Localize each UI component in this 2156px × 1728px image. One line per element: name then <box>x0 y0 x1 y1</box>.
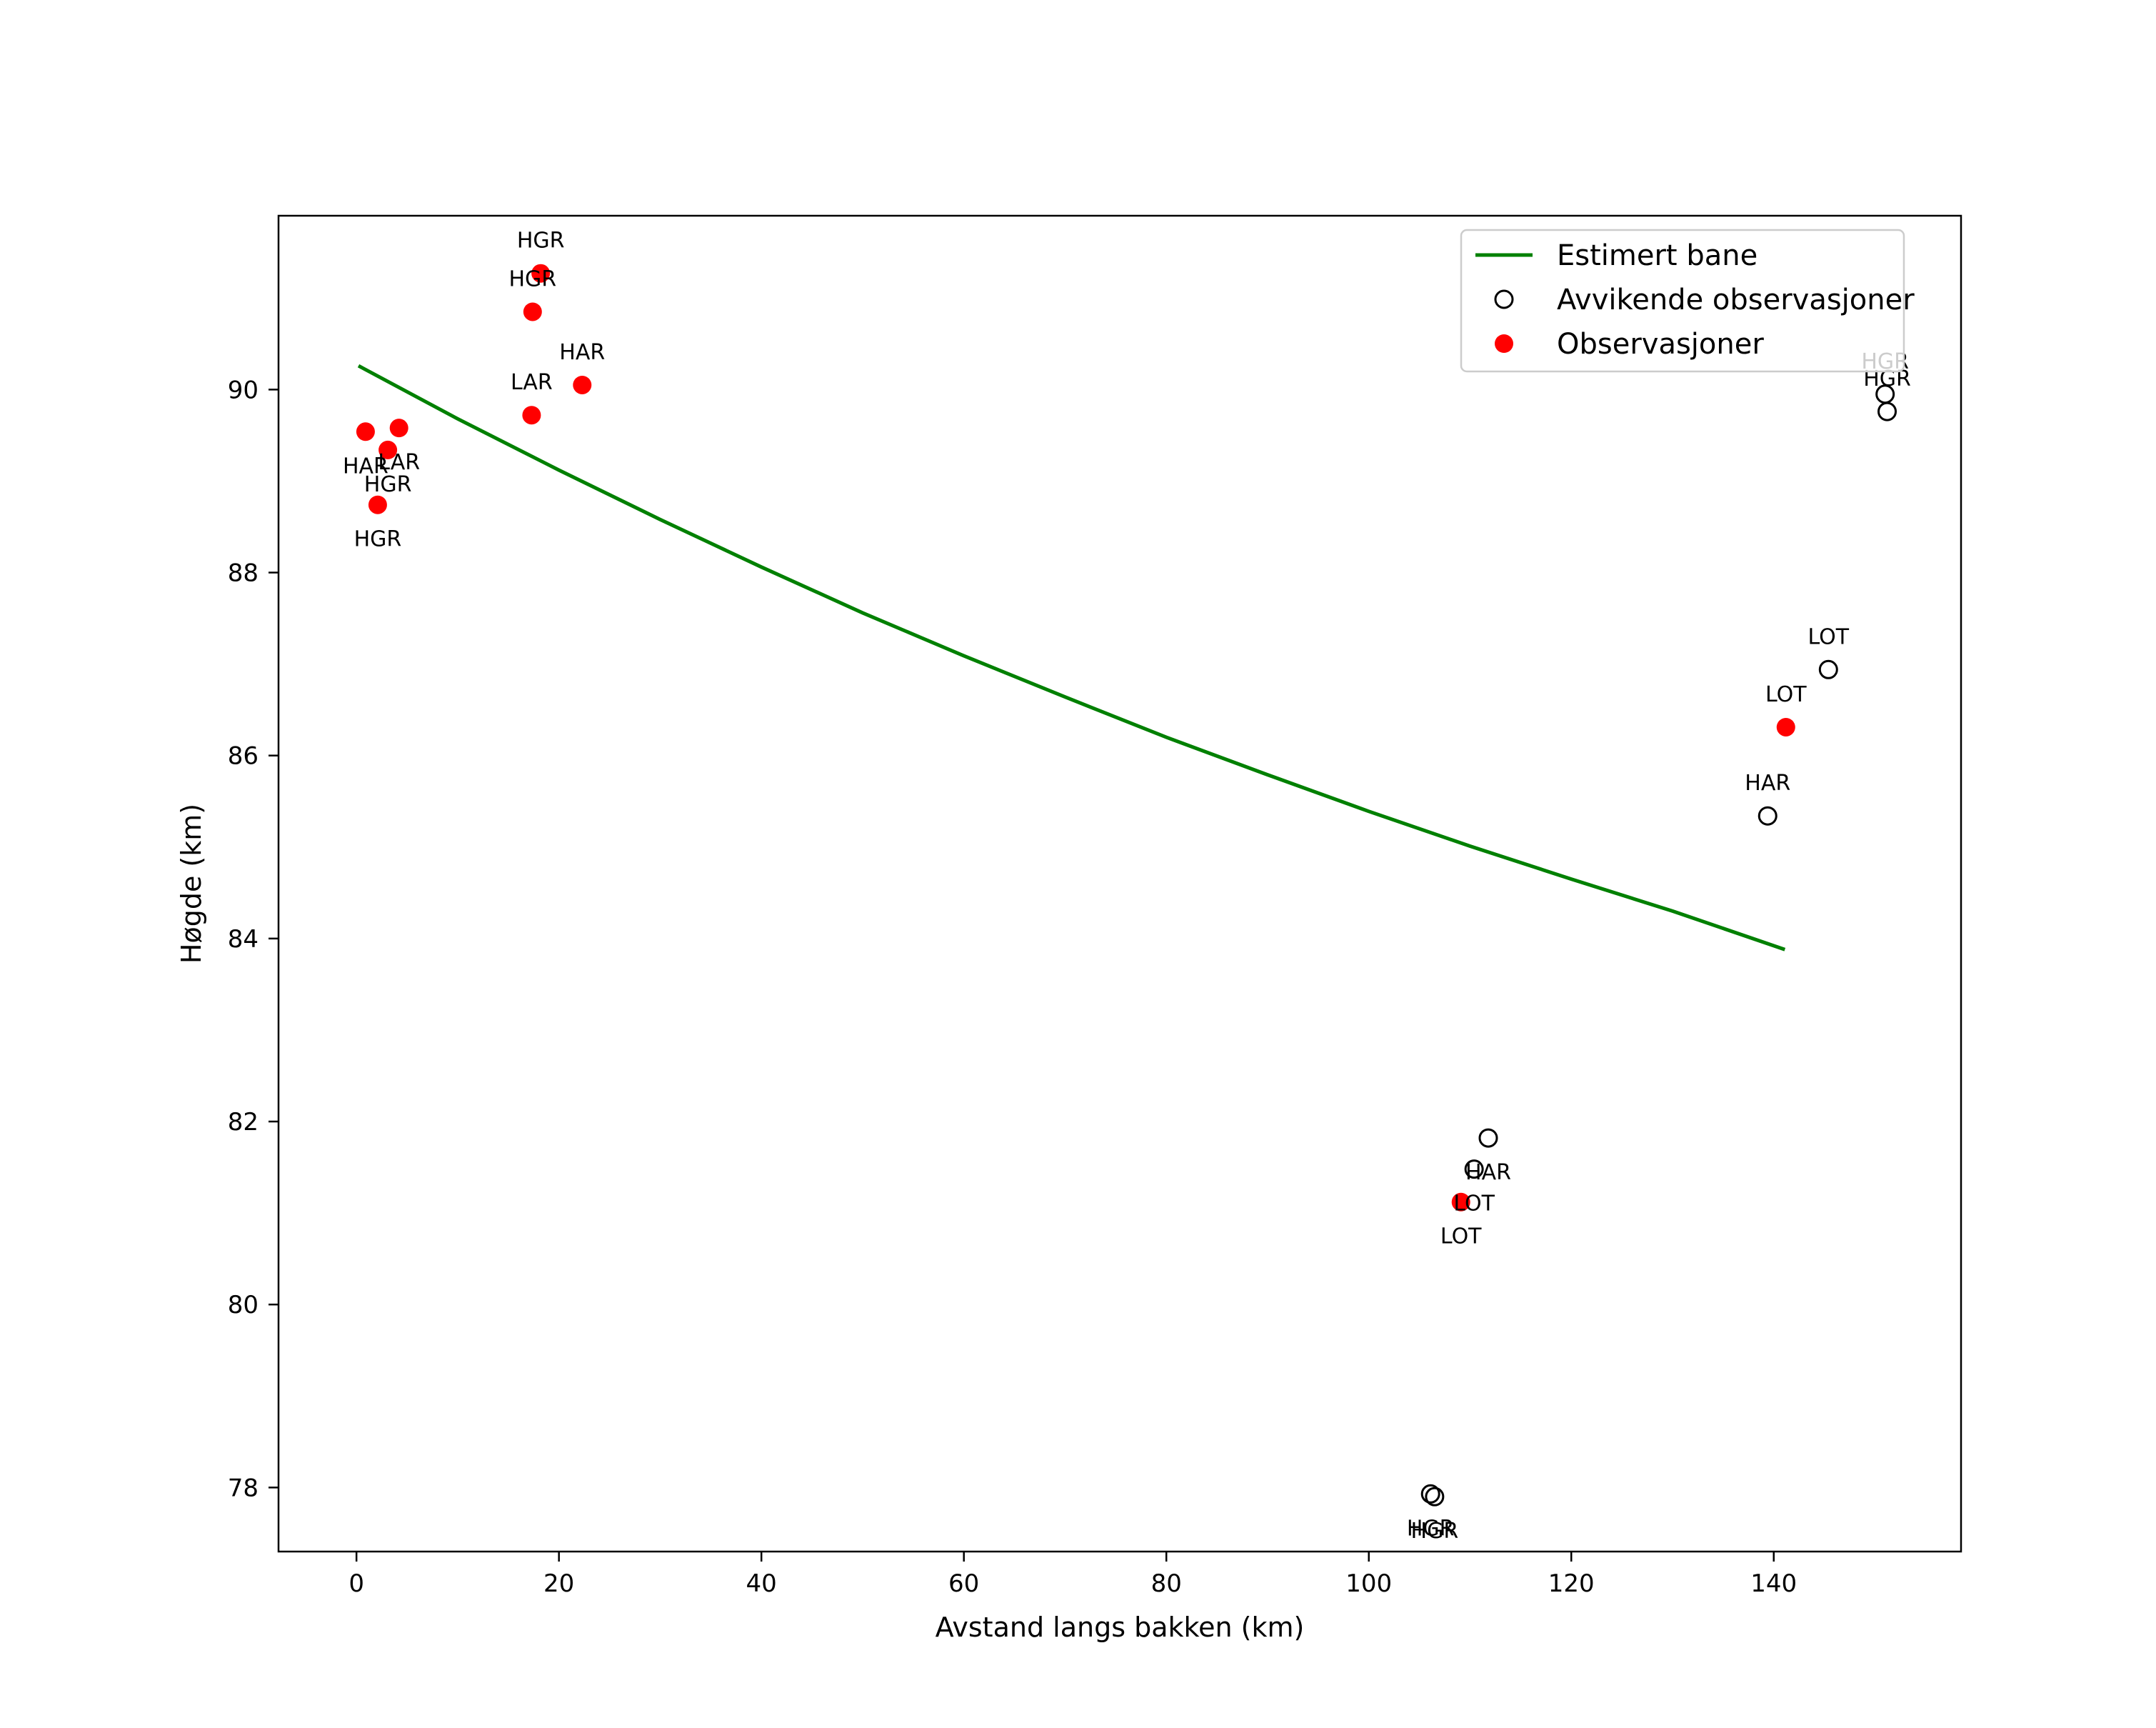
station-label: LAR <box>378 450 420 475</box>
plot-area <box>279 216 1961 1552</box>
outliers-layer <box>1420 384 1897 1507</box>
station-label: LOT <box>1808 624 1850 649</box>
legend-label-trajectory: Estimert bane <box>1557 239 1758 272</box>
outlier-point <box>1758 806 1778 826</box>
y-tick-label: 78 <box>228 1474 259 1502</box>
legend-box <box>1460 229 1905 373</box>
observation-point <box>389 419 408 438</box>
station-label: HAR <box>1745 771 1790 796</box>
legend-open-circle-swatch <box>1494 289 1514 309</box>
plot-frame <box>277 214 1962 1553</box>
x-tick-label: 140 <box>1750 1569 1797 1598</box>
legend-label-observations: Observasjoner <box>1557 328 1764 361</box>
x-axis-ticks: 0 20 40 60 80 100 120 140 <box>349 1552 1797 1598</box>
y-tick-label: 84 <box>228 925 259 954</box>
observation-point <box>1451 1192 1470 1212</box>
legend-filled-circle-swatch <box>1495 334 1513 353</box>
trajectory-layer <box>357 364 1786 952</box>
y-tick-label: 90 <box>228 376 259 404</box>
outlier-point <box>1464 1159 1484 1179</box>
station-label: HGR <box>364 472 412 497</box>
outlier-point <box>1877 401 1897 421</box>
x-tick-label: 20 <box>543 1569 574 1598</box>
station-label: HAR <box>343 454 388 479</box>
y-tick-label: 80 <box>228 1291 259 1319</box>
legend-label-outliers: Avvikende observasjoner <box>1557 284 1915 316</box>
observation-point <box>522 406 541 425</box>
station-label: HGR <box>517 229 565 254</box>
observations-layer <box>356 264 1795 1212</box>
station-label: LAR <box>511 370 553 395</box>
observation-point <box>1776 717 1795 736</box>
x-tick-label: 60 <box>948 1569 979 1598</box>
station-label: HGR <box>1407 1516 1455 1541</box>
station-label: HGR <box>354 527 402 552</box>
outlier-point <box>1420 1484 1440 1504</box>
x-tick-label: 0 <box>349 1569 364 1598</box>
x-axis-label: Avstand langs bakken (km) <box>936 1612 1305 1643</box>
observation-point <box>356 422 375 441</box>
station-label: HAR <box>559 340 605 365</box>
outlier-point <box>1425 1487 1445 1507</box>
y-axis-ticks: 78 80 82 84 86 88 90 <box>228 376 279 1502</box>
station-label: HAR <box>1465 1160 1511 1185</box>
outlier-point <box>1478 1128 1498 1148</box>
observation-point <box>523 302 542 321</box>
y-axis-label: Høgde (km) <box>176 804 207 964</box>
y-tick-label: 88 <box>228 559 259 588</box>
x-tick-label: 80 <box>1151 1569 1182 1598</box>
observation-point <box>573 375 592 394</box>
station-label: HGR <box>508 266 556 291</box>
outlier-point <box>1818 659 1838 679</box>
y-tick-label: 86 <box>228 742 259 771</box>
x-tick-label: 120 <box>1548 1569 1595 1598</box>
trajectory-line <box>357 364 1786 952</box>
observation-point <box>378 440 398 459</box>
x-tick-label: 100 <box>1345 1569 1392 1598</box>
observation-point <box>368 495 387 514</box>
station-label: LOT <box>1440 1224 1482 1249</box>
y-tick-label: 82 <box>228 1108 259 1137</box>
station-label: LOT <box>1453 1192 1495 1217</box>
legend: Estimert bane Avvikende observasjoner Ob… <box>1460 229 1915 373</box>
observation-point <box>531 264 551 283</box>
station-label: LOT <box>1765 682 1807 707</box>
station-label: HGR <box>1411 1519 1459 1544</box>
x-tick-label: 40 <box>746 1569 777 1598</box>
